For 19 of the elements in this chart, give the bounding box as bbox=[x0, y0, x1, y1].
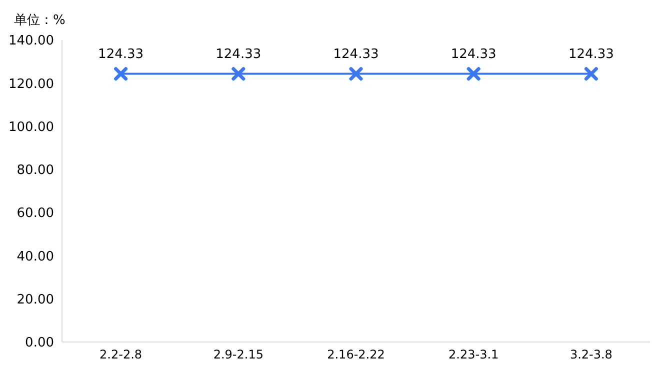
x-tick-label: 3.2-3.8 bbox=[570, 348, 612, 362]
y-axis-title: 单位：% bbox=[14, 12, 66, 29]
data-label: 124.33 bbox=[450, 46, 496, 62]
x-tick-label: 2.2-2.8 bbox=[100, 348, 142, 362]
data-label: 124.33 bbox=[568, 46, 614, 62]
y-tick-label: 80.00 bbox=[16, 163, 54, 178]
x-tick-label: 2.9-2.15 bbox=[213, 348, 264, 362]
y-tick-label: 60.00 bbox=[16, 206, 54, 222]
x-tick-label: 2.23-3.1 bbox=[448, 348, 499, 362]
data-label: 124.33 bbox=[216, 46, 262, 62]
data-label: 124.33 bbox=[333, 46, 379, 62]
y-tick-label: 140.00 bbox=[8, 34, 54, 49]
data-label: 124.33 bbox=[98, 46, 144, 62]
y-tick-label: 20.00 bbox=[16, 292, 54, 308]
y-tick-label: 100.00 bbox=[8, 120, 54, 135]
y-tick-label: 0.00 bbox=[25, 336, 54, 351]
x-tick-label: 2.16-2.22 bbox=[327, 348, 385, 362]
y-tick-label: 120.00 bbox=[8, 76, 54, 92]
y-tick-label: 40.00 bbox=[16, 249, 54, 264]
